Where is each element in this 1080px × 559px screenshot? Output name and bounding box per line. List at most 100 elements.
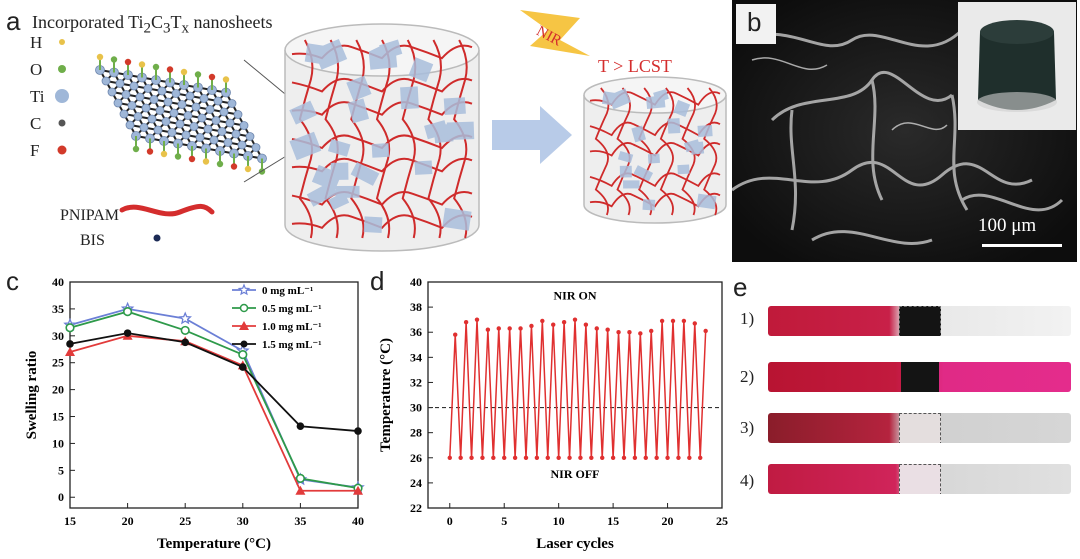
data-point — [239, 363, 247, 371]
chart-d-frame — [427, 281, 723, 509]
temperature-trace — [449, 319, 707, 458]
y-tick-label: 10 — [52, 436, 64, 450]
panel-d-letter: d — [370, 266, 385, 296]
data-point — [545, 455, 550, 460]
y-tick-label: 25 — [52, 356, 64, 370]
data-point — [295, 473, 306, 484]
data-point — [600, 455, 605, 460]
condition-label: T > LCST — [598, 56, 672, 76]
bis-label: BIS — [80, 232, 105, 249]
data-point — [638, 331, 643, 336]
panel-a-title: Incorporated Ti2C3Tx nanosheets — [32, 12, 273, 37]
tube-row-label-3: 3) — [740, 418, 755, 437]
data-point — [458, 455, 463, 460]
data-point — [627, 330, 632, 335]
data-point — [649, 328, 654, 334]
x-tick-label: 15 — [607, 514, 619, 528]
data-point — [122, 306, 133, 317]
data-point — [605, 327, 610, 332]
element-dot-h — [59, 39, 65, 45]
data-point — [65, 346, 75, 356]
data-point — [610, 455, 616, 460]
x-tick-label: 15 — [64, 514, 76, 528]
y-tick-label: 22 — [410, 501, 422, 515]
data-point — [572, 317, 578, 322]
data-point — [556, 455, 561, 460]
data-point — [681, 318, 687, 324]
panel-a-letter: a — [6, 6, 21, 36]
nir-off-label: NIR OFF — [551, 467, 600, 481]
data-point — [583, 322, 589, 327]
chart-c-xlabel: Temperature (°C) — [157, 536, 271, 552]
data-point — [123, 329, 132, 337]
data-point — [295, 485, 306, 495]
panel-b-letter-box — [736, 4, 776, 44]
panel-c-letter: c — [6, 266, 19, 296]
data-point — [491, 455, 496, 460]
sem-image: b 100 μm — [732, 0, 1077, 262]
y-tick-label: 20 — [52, 383, 64, 397]
data-point — [447, 455, 452, 460]
data-point — [518, 326, 523, 331]
legend-label: 0.5 mg mL⁻¹ — [262, 303, 322, 315]
legend-label: 1.5 mg mL⁻¹ — [262, 339, 322, 351]
data-point — [474, 317, 480, 322]
scale-bar — [982, 244, 1062, 247]
nir-on-label: NIR ON — [553, 289, 596, 303]
data-point — [65, 323, 75, 333]
laser-cycle-chart: 0 5 10 15 20 25 22 24 26 28 30 32 34 36 38 40 Laser cycl… — [378, 275, 728, 552]
element-label-f: F — [30, 141, 39, 160]
swelling-ratio-chart: 15 20 25 30 35 40 0 5 10 15 20 25 30 35 40 Temperature … — [24, 275, 365, 552]
hydrogel-photo-inset — [958, 2, 1076, 130]
tube-row-2 — [768, 362, 1071, 392]
element-dot-o — [58, 65, 66, 73]
data-point — [589, 455, 594, 460]
data-point — [181, 338, 189, 347]
x-tick-label: 35 — [294, 514, 306, 528]
y-tick-label: 34 — [410, 350, 422, 364]
data-point — [632, 455, 638, 460]
pnipam-chain — [119, 203, 215, 217]
legend-marker — [239, 321, 249, 330]
data-point — [665, 455, 670, 460]
y-tick-label: 40 — [410, 275, 422, 289]
legend-marker — [240, 340, 248, 348]
data-point — [354, 427, 362, 435]
y-tick-label: 24 — [410, 476, 422, 490]
data-point — [540, 318, 545, 324]
y-tick-label: 30 — [52, 329, 64, 343]
series-line-2 — [69, 334, 358, 492]
legend-label: 0 mg mL⁻¹ — [262, 285, 313, 297]
legend-marker — [239, 303, 249, 313]
data-point — [238, 350, 248, 360]
x-tick-label: 10 — [553, 514, 565, 528]
element-dot-c — [58, 119, 66, 127]
nir-bolt-icon — [520, 10, 590, 56]
legend-label: 1.0 mg mL⁻¹ — [262, 321, 322, 333]
tube-row-label-4: 4) — [740, 471, 755, 490]
hydrogel-cylinder-small — [583, 76, 727, 224]
x-tick-label: 20 — [122, 514, 134, 528]
legend-marker — [237, 283, 251, 296]
nanosheet-lattice — [95, 53, 267, 175]
data-point — [178, 311, 192, 325]
data-point — [480, 455, 485, 460]
y-tick-label: 5 — [58, 463, 64, 477]
x-tick-label: 5 — [501, 514, 507, 528]
element-label-c: C — [30, 114, 41, 133]
data-point — [66, 340, 74, 348]
tube-row-1 — [768, 306, 1071, 336]
bis-dot — [153, 234, 161, 242]
element-dot-ti — [55, 89, 69, 103]
y-tick-label: 40 — [52, 275, 64, 289]
data-point — [687, 455, 692, 460]
x-tick-label: 20 — [662, 514, 674, 528]
data-point — [180, 325, 190, 336]
data-point — [616, 330, 621, 335]
data-point — [659, 318, 665, 324]
x-tick-label: 30 — [237, 514, 249, 528]
data-point — [353, 485, 363, 495]
y-tick-label: 32 — [410, 375, 422, 389]
data-point — [551, 322, 556, 327]
